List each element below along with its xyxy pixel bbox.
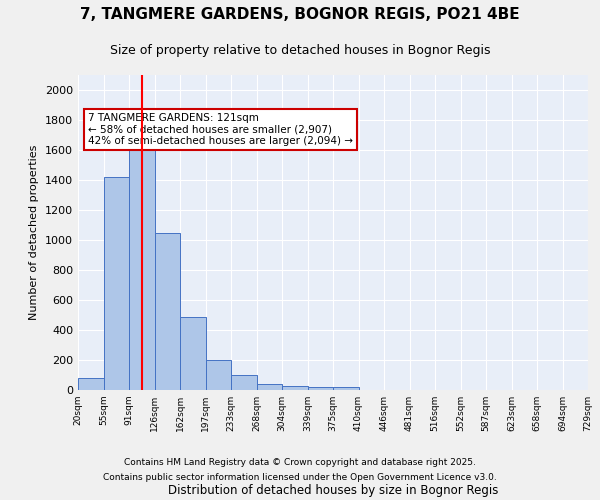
Text: 7 TANGMERE GARDENS: 121sqm
← 58% of detached houses are smaller (2,907)
42% of s: 7 TANGMERE GARDENS: 121sqm ← 58% of deta… — [88, 113, 353, 146]
X-axis label: Distribution of detached houses by size in Bognor Regis: Distribution of detached houses by size … — [168, 484, 498, 497]
Bar — [129, 147, 155, 390]
Bar — [205, 360, 231, 390]
Bar — [155, 232, 180, 390]
Y-axis label: Number of detached properties: Number of detached properties — [29, 145, 40, 320]
Text: Contains HM Land Registry data © Crown copyright and database right 2025.: Contains HM Land Registry data © Crown c… — [124, 458, 476, 467]
Bar — [104, 177, 129, 390]
Bar — [308, 387, 333, 390]
Bar — [231, 375, 257, 390]
Text: Contains public sector information licensed under the Open Government Licence v3: Contains public sector information licen… — [103, 473, 497, 482]
Bar — [180, 316, 205, 390]
Text: Size of property relative to detached houses in Bognor Regis: Size of property relative to detached ho… — [110, 44, 490, 57]
Bar — [282, 386, 308, 390]
Bar — [78, 378, 104, 390]
Bar — [333, 387, 359, 390]
Bar — [257, 384, 282, 390]
Text: 7, TANGMERE GARDENS, BOGNOR REGIS, PO21 4BE: 7, TANGMERE GARDENS, BOGNOR REGIS, PO21 … — [80, 7, 520, 22]
